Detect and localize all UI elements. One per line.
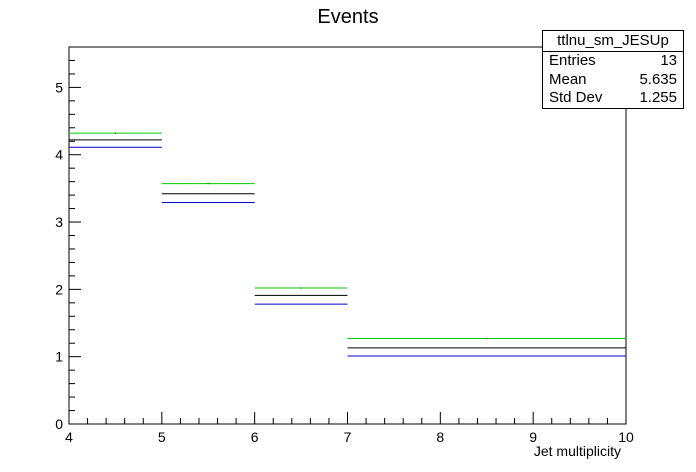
bin-center-marker [300,287,302,289]
y-tick-label: 1 [55,349,63,365]
chart-title: Events [317,6,379,28]
bin-center-marker [114,132,116,134]
y-tick-label: 5 [55,79,63,95]
x-tick-label: 4 [65,429,73,445]
x-tick-label: 9 [529,429,537,445]
series-0 [69,132,626,340]
y-tick-label: 3 [55,214,63,230]
stats-row-entries: Entries 13 [543,52,683,71]
bin-center-marker [486,338,488,340]
stats-value: 5.635 [639,70,677,88]
stats-box-name: ttlnu_sm_JESUp [543,31,683,52]
stats-label: Std Dev [549,89,603,106]
bin-center-marker [207,183,209,185]
histogram-series [69,132,626,357]
stats-box: ttlnu_sm_JESUp Entries 13 Mean 5.635 Std… [542,30,684,109]
x-axis-label: Jet multiplicity [534,443,621,459]
stats-row-stddev: Std Dev 1.255 [543,89,683,108]
axes: 4 5 6 7 8 9 10 0 1 2 3 4 5 [55,46,634,445]
x-tick-label: 8 [436,429,444,445]
x-tick-label: 7 [344,429,352,445]
y-tick-label: 0 [55,416,63,432]
y-tick-label: 4 [55,147,63,163]
x-tick-label: 5 [158,429,166,445]
stats-value: 1.255 [639,89,677,106]
series-1 [69,139,626,349]
x-tick-label: 10 [618,429,634,445]
stats-label: Mean [549,70,587,88]
x-tick-label: 6 [251,429,259,445]
stats-row-mean: Mean 5.635 [543,71,683,90]
y-tick-label: 2 [55,281,63,297]
series-2 [69,146,626,357]
stats-label: Entries [549,52,596,69]
stats-value: 13 [660,52,677,69]
